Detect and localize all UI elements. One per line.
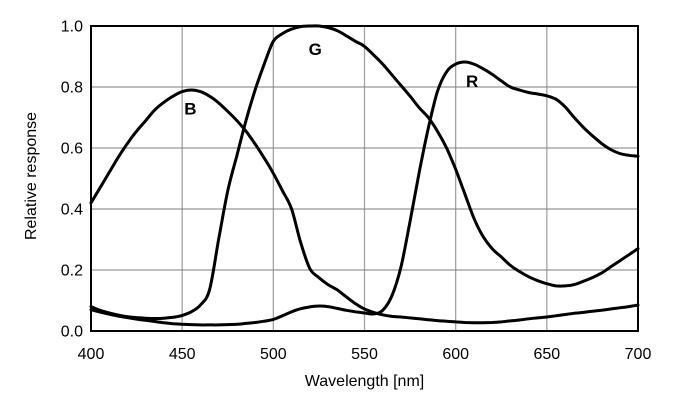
curve-label-g: G: [309, 40, 322, 59]
y-tick-label-0.8: 0.8: [61, 80, 83, 97]
y-tick-label-1.0: 1.0: [61, 19, 83, 36]
curve-b: [89, 88, 640, 325]
x-tick-label-500: 500: [260, 346, 287, 363]
x-tick-label-550: 550: [351, 346, 378, 363]
x-tick-label-400: 400: [78, 346, 105, 363]
x-tick-label-600: 600: [442, 346, 469, 363]
x-tick-label-450: 450: [169, 346, 196, 363]
y-tick-label-0.0: 0.0: [61, 324, 83, 341]
curve-label-b: B: [184, 99, 196, 118]
curve-label-r: R: [466, 72, 478, 91]
y-tick-label-0.6: 0.6: [61, 141, 83, 158]
curves: [89, 24, 640, 327]
grid-lines: [91, 26, 638, 331]
y-tick-label-0.4: 0.4: [61, 202, 83, 219]
plot-frame: [90, 25, 639, 332]
curve-r: [89, 60, 640, 327]
x-tick-label-700: 700: [625, 346, 652, 363]
x-axis-title: Wavelength [nm]: [305, 373, 424, 390]
y-tick-label-0.2: 0.2: [61, 263, 83, 280]
curve-g: [89, 24, 640, 320]
x-tick-label-650: 650: [533, 346, 560, 363]
y-axis-title: Relative response: [23, 112, 40, 240]
